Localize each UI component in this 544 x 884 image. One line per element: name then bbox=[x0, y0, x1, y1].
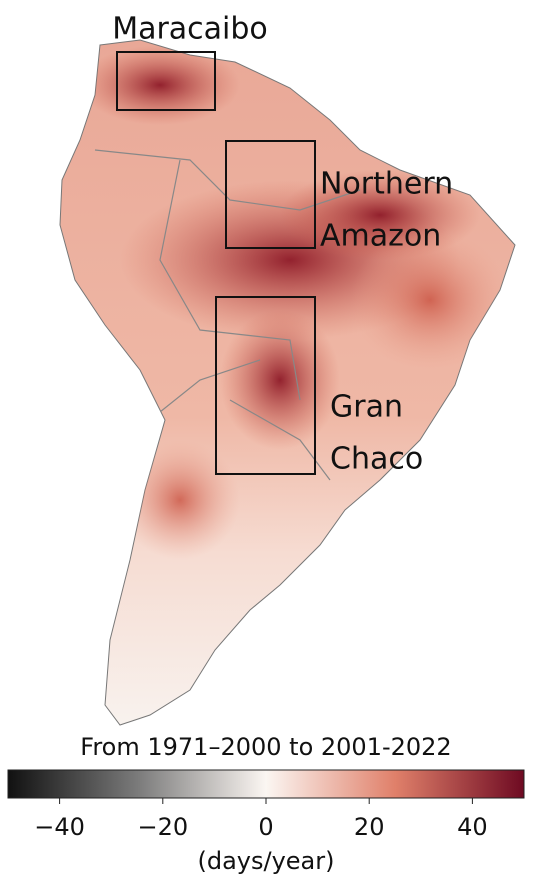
colorbar-tick-label: −20 bbox=[137, 813, 188, 841]
region-label: Amazon bbox=[320, 219, 441, 254]
colorbar-tick-label: −40 bbox=[34, 813, 85, 841]
region-label: Chaco bbox=[330, 442, 423, 477]
region-label: Northern bbox=[320, 167, 453, 202]
colorbar bbox=[7, 769, 525, 799]
map bbox=[59, 39, 516, 726]
region-label: Gran bbox=[330, 390, 403, 425]
colorbar-label: (days/year) bbox=[197, 847, 334, 875]
colorbar-tick-label: 0 bbox=[258, 813, 273, 841]
colorbar-tick-label: 40 bbox=[457, 813, 488, 841]
region-label: Maracaibo bbox=[112, 12, 268, 47]
colorbar-tick-label: 20 bbox=[354, 813, 385, 841]
region-boxes bbox=[116, 51, 316, 475]
colorbar-title: From 1971–2000 to 2001-2022 bbox=[80, 733, 451, 761]
